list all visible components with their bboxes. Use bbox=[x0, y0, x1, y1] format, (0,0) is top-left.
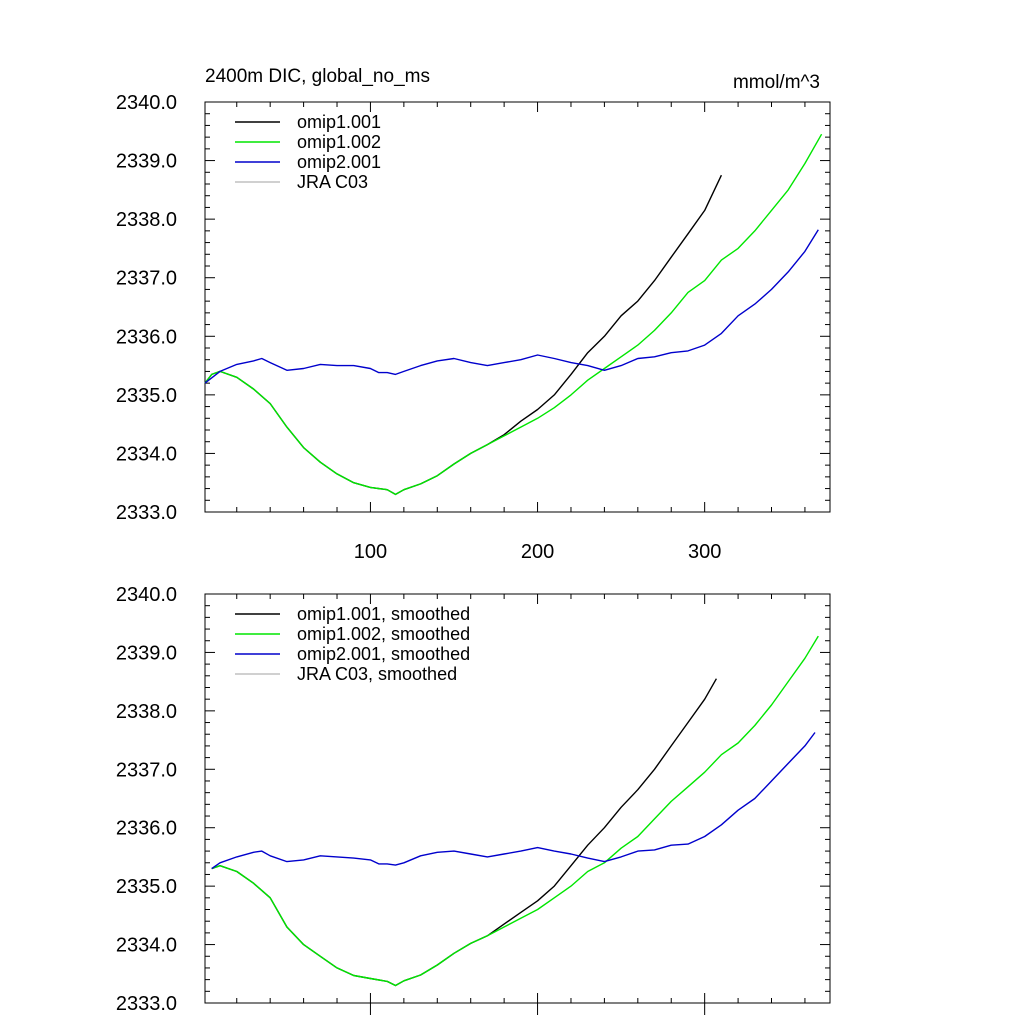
y-tick-label: 2338.0 bbox=[116, 209, 177, 231]
series-line-2 bbox=[204, 229, 819, 384]
legend-label: JRA C03 bbox=[297, 172, 368, 192]
legend-label: omip1.002, smoothed bbox=[297, 624, 470, 644]
y-tick-label: 2335.0 bbox=[116, 876, 177, 898]
y-tick-label: 2333.0 bbox=[116, 502, 177, 524]
series-line-2 bbox=[211, 732, 816, 870]
series-line-0 bbox=[211, 678, 718, 987]
series-line-0 bbox=[204, 174, 723, 496]
legend-label: omip1.001 bbox=[297, 112, 381, 132]
y-tick-label: 2337.0 bbox=[116, 759, 177, 781]
legend-label: JRA C03, smoothed bbox=[297, 664, 457, 684]
plot-frame bbox=[204, 593, 831, 1004]
x-tick-label: 200 bbox=[521, 541, 554, 563]
top-panel: 2333.0 2334.0 2335.0 2336.0 2337.0 2338.0 2339… bbox=[116, 66, 831, 563]
y-tick-label: 2340.0 bbox=[116, 92, 177, 114]
x-tick-label: 300 bbox=[688, 541, 721, 563]
y-tick-label: 2333.0 bbox=[116, 993, 177, 1015]
units-label: mmol/m^3 bbox=[733, 72, 820, 93]
legend-label: omip2.001, smoothed bbox=[297, 644, 470, 664]
y-tick-label: 2334.0 bbox=[116, 935, 177, 957]
y-tick-label: 2338.0 bbox=[116, 701, 177, 723]
y-tick-label: 2335.0 bbox=[116, 385, 177, 407]
x-tick-label: 100 bbox=[354, 541, 387, 563]
series-line-1 bbox=[211, 635, 819, 987]
legend-label: omip2.001 bbox=[297, 152, 381, 172]
legend-label: omip1.002 bbox=[297, 132, 381, 152]
bottom-panel: 2333.0 2334.0 2335.0 2336.0 2337.0 2338.0 2339… bbox=[116, 584, 831, 1015]
y-tick-label: 2340.0 bbox=[116, 584, 177, 606]
y-tick-label: 2337.0 bbox=[116, 268, 177, 290]
plot-frame bbox=[204, 101, 831, 513]
y-tick-label: 2334.0 bbox=[116, 443, 177, 465]
legend-label: omip1.001, smoothed bbox=[297, 604, 470, 624]
y-tick-label: 2336.0 bbox=[116, 818, 177, 840]
y-tick-label: 2339.0 bbox=[116, 151, 177, 173]
y-tick-label: 2339.0 bbox=[116, 642, 177, 664]
chart-title: 2400m DIC, global_no_ms bbox=[205, 66, 430, 87]
series-line-1 bbox=[204, 133, 823, 496]
y-tick-label: 2336.0 bbox=[116, 326, 177, 348]
